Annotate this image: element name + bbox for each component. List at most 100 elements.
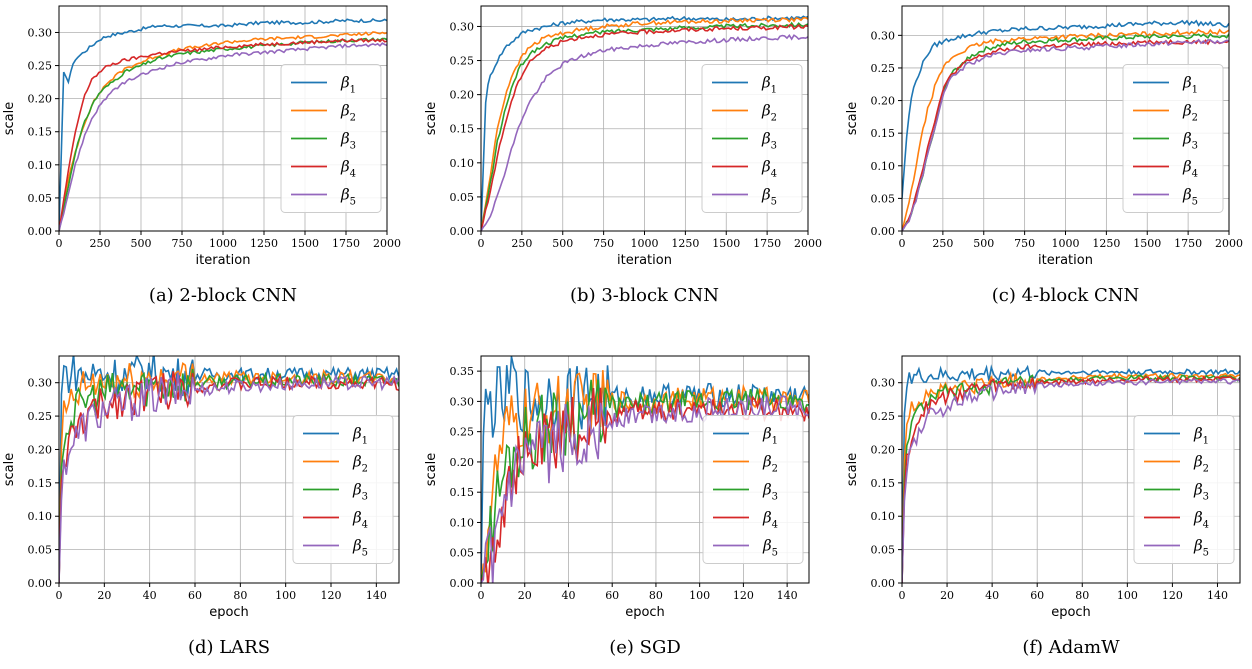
- x-tick-label: 500: [552, 237, 573, 250]
- x-tick-label: 1000: [209, 237, 237, 250]
- x-tick-label: 1250: [250, 237, 278, 250]
- y-tick-label: 0.30: [871, 29, 896, 42]
- y-tick-label: 0.25: [28, 60, 53, 73]
- series-line-beta3: [902, 32, 1229, 231]
- x-tick-label: 100: [275, 589, 296, 602]
- x-tick-label: 100: [689, 589, 710, 602]
- x-axis-label: iteration: [1038, 253, 1093, 268]
- y-tick-label: 0.20: [871, 95, 896, 108]
- y-axis-label: scale: [424, 453, 439, 487]
- series-line-beta5: [481, 393, 809, 583]
- y-tick-label: 0.00: [871, 225, 896, 238]
- y-tick-label: 0.10: [450, 157, 475, 170]
- x-tick-label: 1750: [332, 237, 360, 250]
- x-tick-label: 40: [143, 589, 157, 602]
- x-tick-label: 1500: [291, 237, 319, 250]
- panel-caption: (f) AdamW: [1022, 637, 1120, 658]
- series-line-beta3: [481, 21, 808, 231]
- chart-panel-1: 0 250 500 750 1000 1250 1500 1750 2000 0.00 0.05 0.…: [2, 5, 401, 306]
- y-axis-label: scale: [2, 453, 17, 487]
- x-tick-label: 20: [97, 589, 111, 602]
- x-axis-label: epoch: [625, 605, 665, 620]
- y-axis-label: scale: [2, 102, 17, 136]
- x-tick-label: 250: [511, 237, 532, 250]
- y-tick-label: 0.00: [28, 577, 53, 590]
- y-tick-label: 0.00: [450, 225, 475, 238]
- x-axis-label: iteration: [196, 253, 251, 268]
- x-tick-label: 120: [1162, 589, 1183, 602]
- chart-panel-5: 0 20 40 60 80 100 120 140 0.00 0.05 0.10 0.15 0.20 0.…: [424, 355, 810, 658]
- x-tick-label: 250: [90, 237, 111, 250]
- y-tick-label: 0.10: [450, 516, 475, 529]
- y-tick-label: 0.25: [450, 55, 475, 68]
- x-tick-label: 60: [188, 589, 202, 602]
- chart-panel-2: 0 250 500 750 1000 1250 1500 1750 2000 0.00 0.05 0.…: [424, 5, 822, 306]
- x-tick-label: 750: [1014, 237, 1035, 250]
- series-line-beta1: [902, 19, 1229, 199]
- chart-panel-6: 0 20 40 60 80 100 120 140 0.00 0.05 0.10 0.15 0.20 0.…: [845, 355, 1241, 658]
- y-tick-label: 0.30: [871, 377, 896, 390]
- x-tick-label: 1750: [1174, 237, 1202, 250]
- legend-box: [280, 64, 382, 213]
- panel-caption: (d) LARS: [188, 637, 270, 658]
- y-axis-label: scale: [845, 453, 860, 487]
- legend-box: [702, 415, 804, 564]
- x-tick-label: 1000: [631, 237, 659, 250]
- y-tick-label: 0.05: [28, 192, 53, 205]
- x-tick-label: 60: [1030, 589, 1044, 602]
- legend-box: [1133, 415, 1235, 564]
- legend-box: [701, 64, 803, 213]
- y-tick-label: 0.05: [28, 544, 53, 557]
- x-tick-label: 80: [233, 589, 247, 602]
- y-tick-label: 0.05: [871, 192, 896, 205]
- x-tick-label: 120: [733, 589, 754, 602]
- y-tick-label: 0.30: [28, 377, 53, 390]
- y-tick-label: 0.10: [28, 159, 53, 172]
- x-axis-label: iteration: [617, 253, 672, 268]
- x-tick-label: 80: [649, 589, 663, 602]
- series-line-beta1: [481, 356, 809, 583]
- x-tick-label: 140: [1207, 589, 1228, 602]
- y-tick-label: 0.30: [450, 395, 475, 408]
- y-tick-label: 0.00: [450, 577, 475, 590]
- x-tick-label: 140: [777, 589, 798, 602]
- y-tick-label: 0.25: [871, 62, 896, 75]
- plot-frame: [480, 355, 810, 584]
- legend-box: [292, 415, 394, 564]
- legend-box: [1122, 64, 1224, 213]
- x-tick-label: 2000: [794, 237, 822, 250]
- series-line-beta5: [59, 42, 387, 231]
- y-tick-label: 0.30: [28, 26, 53, 39]
- series-line-beta4: [59, 37, 387, 231]
- x-tick-label: 140: [366, 589, 387, 602]
- y-tick-label: 0.10: [871, 160, 896, 173]
- x-tick-label: 1000: [1052, 237, 1080, 250]
- x-tick-label: 500: [973, 237, 994, 250]
- x-tick-label: 2000: [373, 237, 401, 250]
- panel-caption: (a) 2-block CNN: [149, 285, 297, 306]
- y-tick-label: 0.05: [871, 544, 896, 557]
- y-tick-label: 0.15: [28, 477, 53, 490]
- x-tick-label: 1500: [712, 237, 740, 250]
- series-line-beta2: [902, 28, 1229, 231]
- y-tick-label: 0.15: [28, 126, 53, 139]
- x-tick-label: 1750: [753, 237, 781, 250]
- series-line-beta1: [902, 364, 1240, 583]
- y-axis-label: scale: [845, 102, 860, 136]
- x-tick-label: 40: [561, 589, 575, 602]
- x-tick-label: 60: [605, 589, 619, 602]
- x-tick-label: 1500: [1133, 237, 1161, 250]
- x-tick-label: 250: [932, 237, 953, 250]
- panel-caption: (c) 4-block CNN: [992, 285, 1139, 306]
- y-tick-label: 0.05: [450, 547, 475, 560]
- series-line-beta5: [59, 372, 399, 583]
- y-tick-label: 0.15: [871, 477, 896, 490]
- x-tick-label: 0: [899, 237, 906, 250]
